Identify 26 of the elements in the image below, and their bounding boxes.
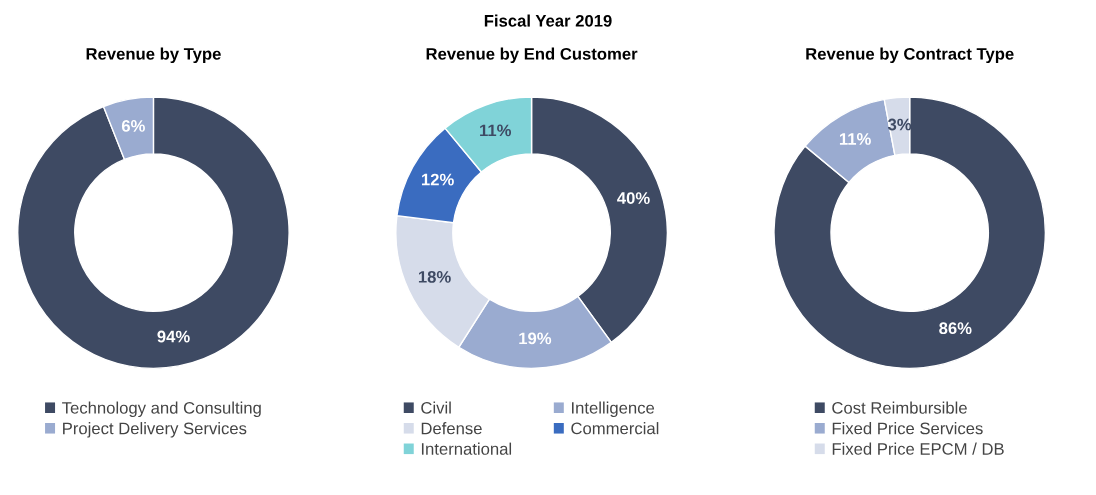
legend-label: Project Delivery Services [63, 422, 247, 438]
chart-title: Revenue by End Customer [426, 47, 638, 64]
data-label: 94% [157, 330, 190, 343]
legend-label: Commercial [571, 422, 659, 435]
legend-label: Technology and Consulting [62, 401, 261, 418]
legend-label: Cost Reimbursible [832, 401, 967, 414]
legend-label: Fixed Price Services [832, 422, 983, 435]
data-label: 11% [480, 124, 512, 137]
donut-slice [773, 96, 1047, 370]
legend-label: Fixed Price EPCM / DB [832, 442, 1004, 455]
data-label: 19% [519, 332, 552, 345]
legend-label: Civil [421, 401, 451, 414]
data-label: 86% [939, 322, 972, 335]
chart-title: Revenue by Contract Type [806, 47, 1014, 64]
data-label: 6% [121, 120, 145, 132]
donut-slice [17, 96, 290, 370]
legend-label: Intelligence [572, 401, 655, 418]
data-label: 11% [839, 133, 871, 145]
chart-title: Revenue by Type [86, 47, 221, 64]
text: Fiscal Year 2019 [484, 14, 612, 27]
data-label: 3% [887, 118, 912, 131]
data-label: 18% [418, 270, 451, 283]
legend-label: Defense [421, 422, 482, 435]
data-label: 40% [617, 192, 650, 204]
legend-label: International [421, 442, 512, 455]
data-label: 12% [421, 173, 454, 186]
